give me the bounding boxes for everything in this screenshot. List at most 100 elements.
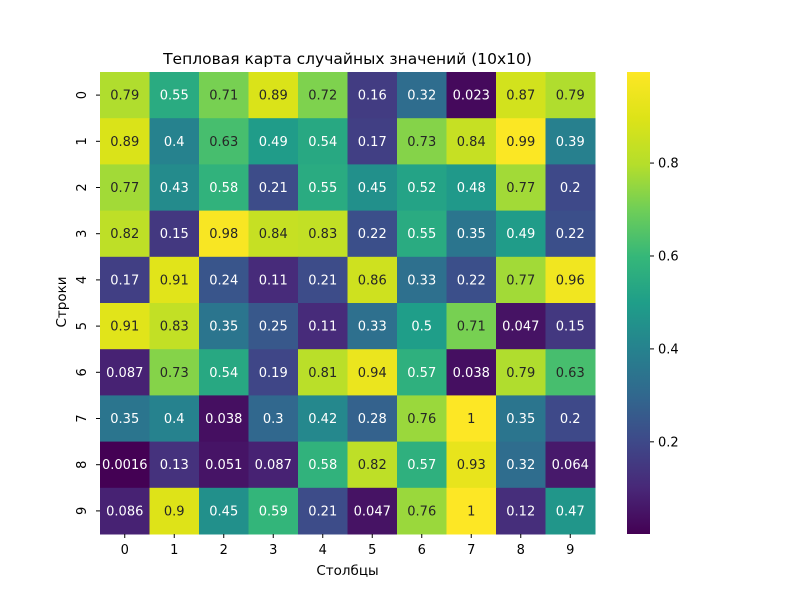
heatmap-cell <box>347 210 398 258</box>
heatmap-cell <box>446 441 497 489</box>
cell-value-label: 0.83 <box>308 227 337 242</box>
heatmap-cell <box>397 441 447 489</box>
cell-value-label: 0.24 <box>209 273 238 288</box>
heatmap-cell <box>446 210 497 258</box>
heatmap-cell <box>496 487 546 535</box>
heatmap-cells <box>100 72 596 535</box>
cell-value-label: 0.11 <box>259 273 288 288</box>
heatmap-cell <box>545 303 596 350</box>
heatmap-cell <box>298 72 348 119</box>
cell-value-label: 0.79 <box>506 366 535 381</box>
cell-value-label: 0.59 <box>259 504 288 519</box>
y-tick-label: 7 <box>75 414 90 422</box>
heatmap-cell <box>199 487 249 535</box>
heatmap-cell <box>199 256 249 304</box>
cell-value-label: 0.35 <box>209 320 238 335</box>
cell-value-label: 0.087 <box>255 458 292 473</box>
cell-value-label: 0.22 <box>457 273 486 288</box>
cell-value-label: 0.73 <box>160 366 189 381</box>
cell-value-label: 0.023 <box>453 89 490 104</box>
cell-value-label: 0.48 <box>457 181 486 196</box>
y-tick-label: 9 <box>75 507 90 515</box>
cell-value-label: 0.4 <box>164 135 185 150</box>
y-tick-label: 0 <box>75 91 90 99</box>
x-tick-label: 7 <box>467 543 475 558</box>
cell-value-label: 0.54 <box>308 135 337 150</box>
x-axis-ticks: 0 1 2 3 4 5 6 7 8 9 <box>121 534 574 558</box>
cell-value-label: 0.038 <box>205 412 242 427</box>
cell-value-label: 0.58 <box>209 181 238 196</box>
cell-value-label: 0.63 <box>556 366 585 381</box>
cell-value-label: 0.33 <box>407 273 436 288</box>
y-tick-label: 3 <box>75 230 90 238</box>
cell-value-label: 1 <box>467 412 475 427</box>
heatmap-cell <box>248 210 299 258</box>
heatmap-cell <box>100 72 150 119</box>
cell-value-label: 0.76 <box>407 504 436 519</box>
cell-value-label: 0.84 <box>259 227 288 242</box>
heatmap-cell <box>347 349 398 396</box>
heatmap-cell <box>496 303 546 350</box>
cell-value-label: 0.55 <box>308 181 337 196</box>
heatmap-cell <box>298 487 348 535</box>
heatmap-cell <box>545 210 596 258</box>
heatmap-cell <box>347 118 398 165</box>
cell-value-label: 0.39 <box>556 135 585 150</box>
cell-value-label: 0.93 <box>457 458 486 473</box>
heatmap-cell <box>100 256 150 304</box>
cell-value-label: 0.3 <box>263 412 284 427</box>
x-tick-label: 5 <box>368 543 376 558</box>
cell-value-label: 0.17 <box>110 273 139 288</box>
cell-value-label: 0.16 <box>358 89 387 104</box>
cell-value-label: 0.047 <box>502 320 539 335</box>
cell-value-label: 0.79 <box>556 89 585 104</box>
heatmap-cell <box>100 303 150 350</box>
chart-title: Тепловая карта случайных значений (10x10… <box>162 50 532 68</box>
cell-value-label: 0.77 <box>506 181 535 196</box>
cell-value-label: 0.77 <box>110 181 139 196</box>
cell-value-label: 0.19 <box>259 366 288 381</box>
heatmap-cell <box>149 164 200 212</box>
heatmap-cell <box>100 164 150 212</box>
cell-value-label: 0.35 <box>457 227 486 242</box>
cell-value-label: 0.28 <box>358 412 387 427</box>
heatmap-cell <box>446 118 497 165</box>
cell-value-label: 0.15 <box>160 227 189 242</box>
cell-value-label: 0.9 <box>164 504 185 519</box>
heatmap-cell <box>199 349 249 396</box>
heatmap-cell <box>298 303 348 350</box>
cell-value-label: 0.87 <box>506 89 535 104</box>
y-tick-label: 4 <box>75 276 90 284</box>
heatmap-cell <box>397 349 447 396</box>
heatmap-cell <box>248 349 299 396</box>
heatmap-cell <box>545 349 596 396</box>
cell-value-label: 0.89 <box>259 89 288 104</box>
cell-value-label: 0.82 <box>358 458 387 473</box>
heatmap-cell <box>347 303 398 350</box>
cell-value-label: 0.49 <box>259 135 288 150</box>
cell-value-label: 0.21 <box>308 273 337 288</box>
cell-value-label: 0.45 <box>358 181 387 196</box>
cell-value-label: 0.63 <box>209 135 238 150</box>
heatmap-cell <box>248 256 299 304</box>
heatmap-cell <box>298 395 348 443</box>
heatmap-cell <box>545 487 596 535</box>
cell-value-label: 0.83 <box>160 320 189 335</box>
heatmap-cell <box>298 164 348 212</box>
heatmap-cell <box>149 256 200 304</box>
cell-value-label: 0.49 <box>506 227 535 242</box>
x-tick-label: 0 <box>121 543 129 558</box>
cell-value-label: 0.47 <box>556 504 585 519</box>
heatmap-cell <box>397 303 447 350</box>
cell-value-label: 0.13 <box>160 458 189 473</box>
cell-value-label: 0.71 <box>457 320 486 335</box>
heatmap-cell <box>298 441 348 489</box>
cell-value-label: 0.35 <box>110 412 139 427</box>
heatmap-cell <box>298 256 348 304</box>
heatmap-cell <box>446 164 497 212</box>
cell-value-label: 0.086 <box>106 504 143 519</box>
cell-value-label: 0.94 <box>358 366 387 381</box>
heatmap-cell <box>545 164 596 212</box>
heatmap-cell <box>446 349 497 396</box>
